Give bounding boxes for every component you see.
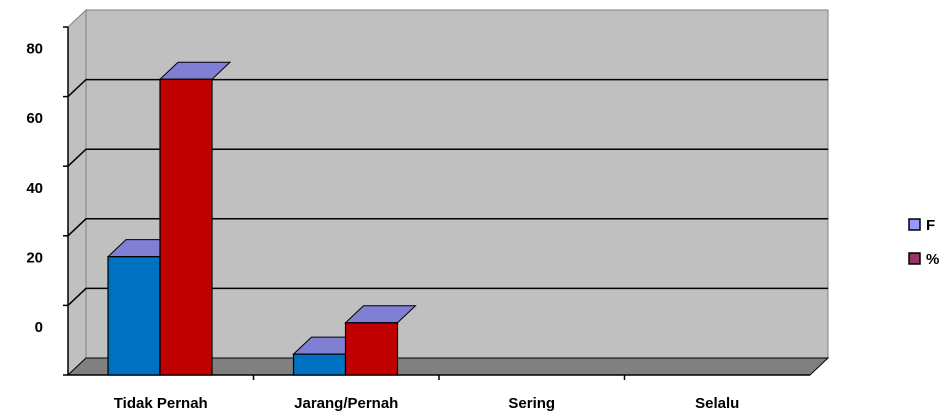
legend-label-%: % <box>926 251 939 268</box>
y-tick-label: 60 <box>26 110 43 127</box>
y-tick-label: 80 <box>26 41 43 58</box>
gridline <box>67 287 828 306</box>
x-category-label: Sering <box>508 395 555 412</box>
legend: F% <box>908 217 939 268</box>
gridlines <box>67 78 828 306</box>
bars <box>106 61 417 376</box>
bar-%-Tidak Pernah <box>159 78 213 376</box>
y-tick-label: 20 <box>26 249 43 266</box>
bar-F-Jarang/Pernah <box>292 353 347 376</box>
x-category-label: Tidak Pernah <box>114 395 208 412</box>
y-axis-tick-labels: 020406080100 <box>26 41 43 336</box>
bar-%-Jarang/Pernah <box>344 322 399 376</box>
x-axis-category-labels: Tidak Pernah Jarang/Pernah Sering Selalu <box>114 395 740 412</box>
legend-swatch-% <box>908 252 921 265</box>
gridline <box>67 148 828 167</box>
y-tick-label: 40 <box>26 180 43 197</box>
bar-F-Tidak Pernah <box>107 256 161 376</box>
legend-label-F: F <box>926 217 935 234</box>
y-tick-label: 0 <box>35 319 43 336</box>
gridline <box>67 218 828 237</box>
x-category-label: Selalu <box>695 395 739 412</box>
legend-swatch-F <box>908 218 921 231</box>
side-wall <box>67 8 87 377</box>
x-category-label: Jarang/Pernah <box>294 395 398 412</box>
gridline <box>67 78 828 98</box>
